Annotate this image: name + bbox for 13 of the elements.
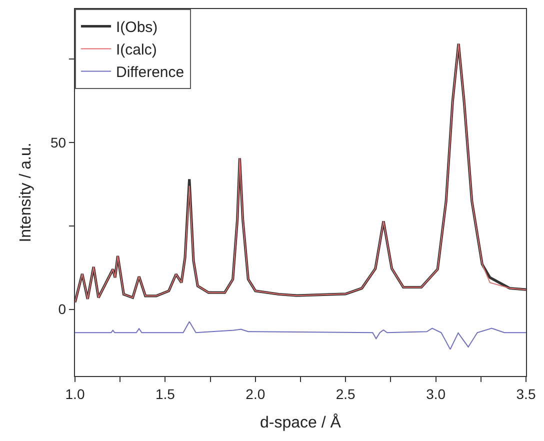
x-tick-label: 2.0 (246, 386, 266, 402)
y-tick-label: 0 (58, 301, 66, 318)
x-axis-title: d-space / Å (260, 414, 342, 432)
legend-label: I(Obs) (116, 19, 158, 36)
y-axis-title: Intensity / a.u. (17, 142, 34, 242)
legend-label: Difference (116, 64, 184, 82)
x-tick-label: 2.5 (336, 386, 356, 402)
y-tick-label: 50 (50, 134, 66, 150)
x-tick-label: 3.5 (516, 386, 536, 402)
x-tick-label: 3.0 (426, 386, 446, 402)
x-tick-label: 1.0 (65, 386, 85, 402)
legend-label: I(calc) (116, 42, 157, 59)
x-tick-label: 1.5 (155, 386, 176, 402)
